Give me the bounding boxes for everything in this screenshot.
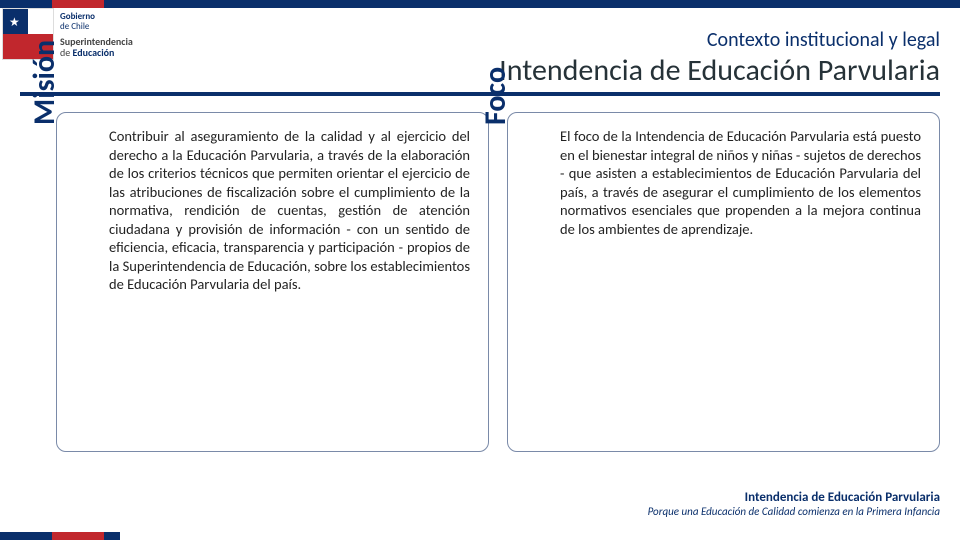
panel-mision: Misión Contribuir al aseguramiento de la… bbox=[56, 112, 489, 452]
footer: Intendencia de Educación Parvularia Porq… bbox=[648, 490, 940, 518]
top-stripe bbox=[0, 0, 960, 8]
logo-text: Gobierno de Chile Superintendencia de Ed… bbox=[60, 8, 133, 58]
panel-foco-body: El foco de la Intendencia de Educación P… bbox=[560, 127, 921, 238]
panel-mision-label: Misión bbox=[26, 40, 63, 125]
footer-tagline: Porque una Educación de Calidad comienza… bbox=[648, 505, 940, 518]
top-stripe-red bbox=[52, 0, 104, 8]
panel-foco-label: Foco bbox=[477, 67, 514, 125]
content-area: Misión Contribuir al aseguramiento de la… bbox=[56, 112, 940, 452]
context-line: Contexto institucional y legal bbox=[707, 28, 940, 52]
bottom-stripe-red bbox=[52, 532, 104, 540]
page-title: Intendencia de Educación Parvularia bbox=[499, 52, 940, 89]
panel-foco: Foco El foco de la Intendencia de Educac… bbox=[507, 112, 940, 452]
panel-mision-body: Contribuir al aseguramiento de la calida… bbox=[109, 127, 470, 294]
logo-chile: de Chile bbox=[60, 22, 133, 32]
logo-educacion: de Educación bbox=[60, 47, 133, 58]
footer-title: Intendencia de Educación Parvularia bbox=[648, 490, 940, 505]
